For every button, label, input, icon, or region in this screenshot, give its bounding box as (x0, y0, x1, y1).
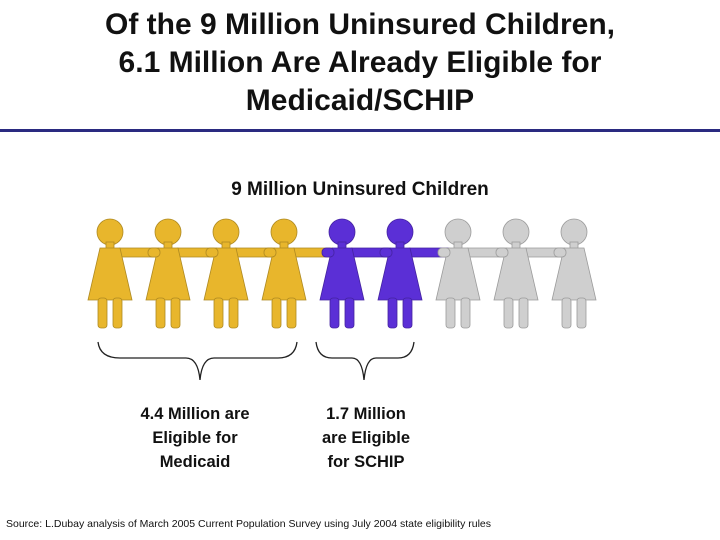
schip-label-line-1: 1.7 Million (326, 405, 406, 423)
child-figure (551, 218, 597, 329)
schip-eligible-label: 1.7 Million are Eligible for SCHIP (296, 402, 436, 474)
figure-caption: 9 Million Uninsured Children (231, 179, 489, 200)
child-figure (319, 218, 395, 329)
title-line-3: Medicaid/SCHIP (245, 84, 475, 117)
child-figure (87, 218, 163, 329)
title-line-2: 6.1 Million Are Already Eligible for (118, 46, 602, 79)
slide-title: Of the 9 Million Uninsured Children, 6.1… (0, 6, 720, 120)
schip-label-line-3: for SCHIP (327, 453, 405, 471)
schip-label-line-2: are Eligible (321, 429, 411, 447)
medicaid-label-line-2: Eligible for (152, 429, 238, 447)
medicaid-label-line-3: Medicaid (159, 453, 231, 471)
paper-doll-chain (87, 218, 597, 329)
child-figure (145, 218, 221, 329)
child-figure (493, 218, 569, 329)
child-figure (435, 218, 511, 329)
group-braces (97, 341, 415, 381)
child-figure (203, 218, 279, 329)
medicaid-label-line-1: 4.4 Million are (140, 405, 250, 423)
schip-brace (315, 341, 415, 381)
source-note: Source: L.Dubay analysis of March 2005 C… (6, 518, 492, 530)
medicaid-eligible-label: 4.4 Million are Eligible for Medicaid (110, 402, 280, 474)
medicaid-brace (97, 341, 298, 381)
title-line-1: Of the 9 Million Uninsured Children, (104, 8, 615, 41)
child-figure (261, 218, 337, 329)
title-divider (0, 129, 720, 132)
child-figure (377, 218, 453, 329)
